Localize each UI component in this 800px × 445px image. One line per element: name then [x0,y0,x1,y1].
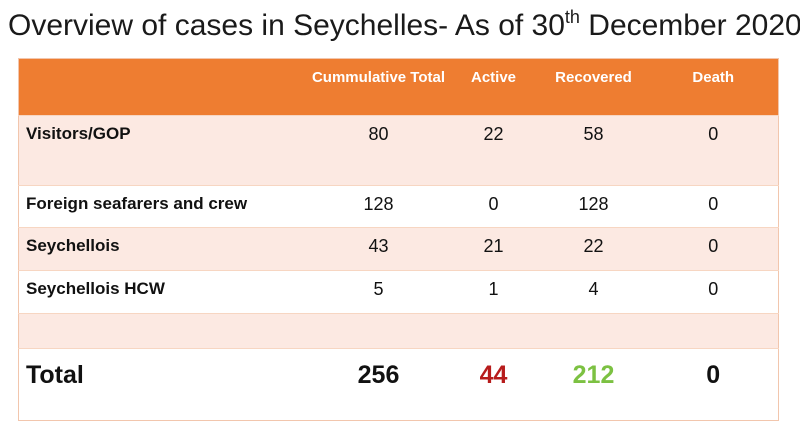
total-cumulative: 256 [308,348,449,421]
cases-table: Cummulative Total Active Recovered Death… [18,58,779,421]
row-label: Foreign seafarers and crew [18,185,309,228]
table-row-empty [18,313,779,349]
cell-death: 0 [648,115,779,186]
cell-cumulative: 128 [308,185,449,228]
header-active: Active [448,58,539,116]
table-row: Seychellois HCW 5 1 4 0 [18,270,779,314]
empty-cell [538,313,649,349]
header-cumulative: Cummulative Total [308,58,449,116]
empty-cell [18,313,309,349]
cell-active: 1 [448,270,539,314]
cell-death: 0 [648,185,779,228]
cell-active: 21 [448,227,539,271]
empty-cell [448,313,539,349]
cell-active: 0 [448,185,539,228]
title-prefix: Overview of cases in Seychelles- As of 3… [8,9,565,42]
cell-cumulative: 43 [308,227,449,271]
header-recovered: Recovered [538,58,649,116]
total-death: 0 [648,348,779,421]
table-row: Foreign seafarers and crew 128 0 128 0 [18,185,779,228]
row-label: Seychellois HCW [18,270,309,314]
cell-recovered: 4 [538,270,649,314]
table-total-row: Total 256 44 212 0 [18,348,779,421]
total-recovered: 212 [538,348,649,421]
table-header-row: Cummulative Total Active Recovered Death [18,58,779,116]
cell-cumulative: 80 [308,115,449,186]
cell-recovered: 58 [538,115,649,186]
row-label: Visitors/GOP [18,115,309,186]
total-label: Total [18,348,309,421]
title-suffix: December 2020 [579,9,800,42]
table-row: Visitors/GOP 80 22 58 0 [18,115,779,186]
empty-cell [648,313,779,349]
cell-recovered: 128 [538,185,649,228]
empty-cell [308,313,449,349]
total-active: 44 [448,348,539,421]
title-superscript: th [564,7,580,27]
cell-active: 22 [448,115,539,186]
row-label: Seychellois [18,227,309,271]
page-title: Overview of cases in Seychelles- As of 3… [8,4,800,48]
cell-death: 0 [648,270,779,314]
cell-death: 0 [648,227,779,271]
cell-cumulative: 5 [308,270,449,314]
table-row: Seychellois 43 21 22 0 [18,227,779,271]
cell-recovered: 22 [538,227,649,271]
header-label [18,58,309,116]
header-death: Death [648,58,779,116]
